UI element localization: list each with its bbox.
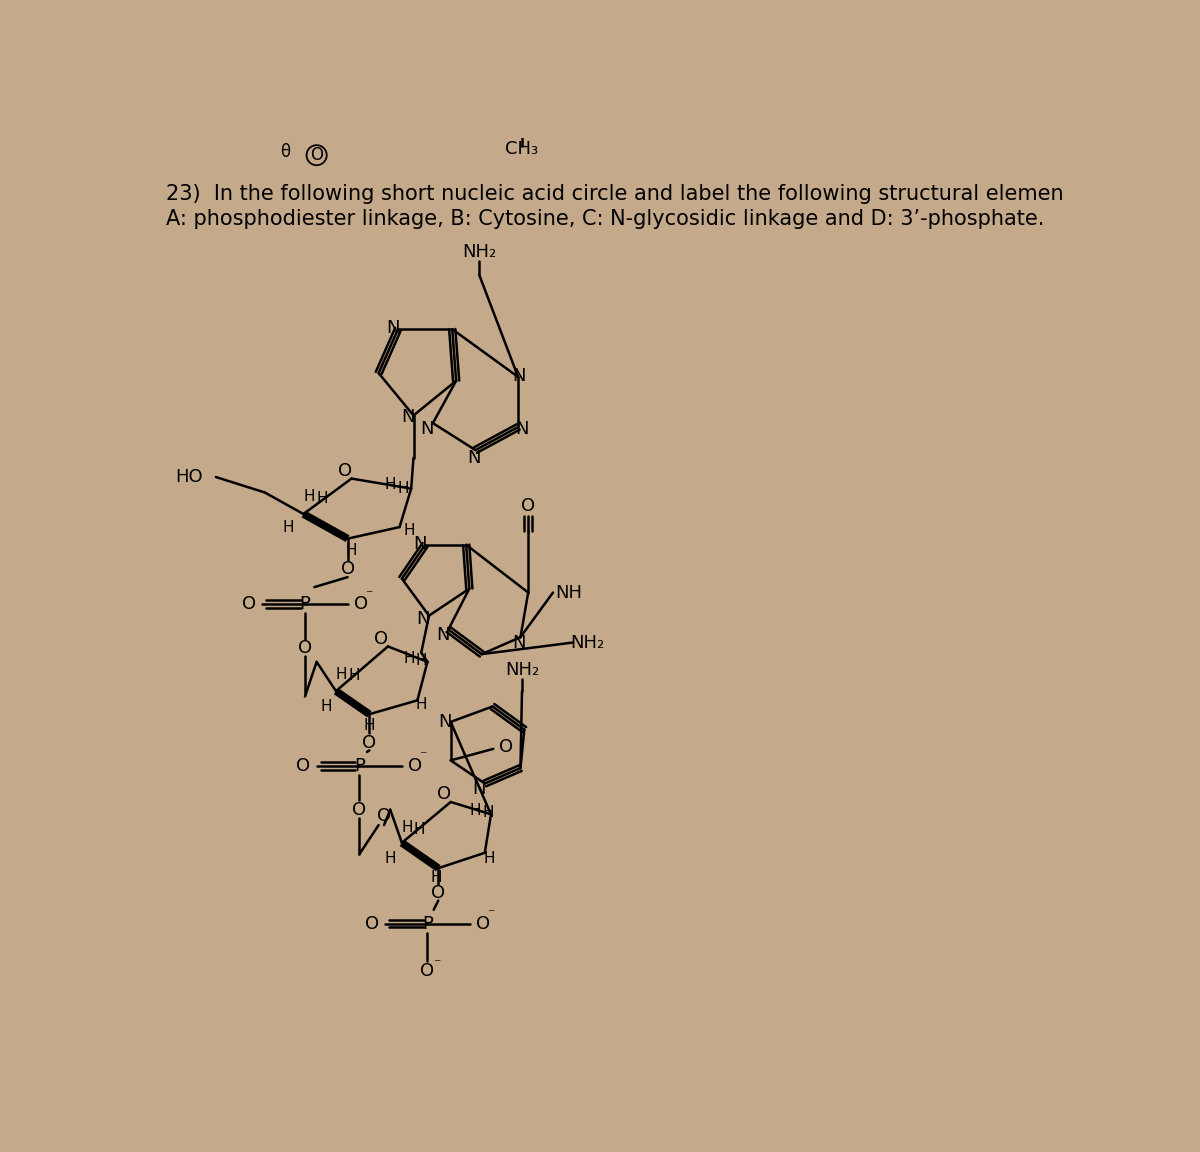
Text: H: H (346, 543, 358, 558)
Text: O: O (242, 596, 257, 613)
Text: O: O (374, 630, 388, 647)
Text: H: H (404, 523, 415, 538)
Text: N: N (401, 408, 415, 426)
Text: H: H (415, 697, 427, 712)
Text: O: O (476, 915, 491, 933)
Text: ⁻: ⁻ (433, 956, 440, 971)
Text: O: O (298, 639, 312, 657)
Text: H: H (384, 477, 396, 492)
Text: H: H (348, 668, 360, 683)
Text: N: N (421, 420, 434, 438)
Text: H: H (414, 823, 426, 838)
Text: H: H (384, 850, 396, 865)
Text: O: O (341, 560, 355, 578)
Text: O: O (431, 884, 445, 902)
Text: O: O (352, 801, 366, 819)
Text: P: P (300, 596, 311, 613)
Text: H: H (469, 803, 481, 818)
Text: NH₂: NH₂ (505, 660, 539, 679)
Text: N: N (515, 420, 529, 438)
Text: H: H (317, 491, 328, 506)
Text: O: O (499, 737, 514, 756)
Text: A: phosphodiester linkage, B: Cytosine, C: N-glycosidic linkage and D: 3’-phosph: A: phosphodiester linkage, B: Cytosine, … (166, 210, 1044, 229)
Text: O: O (438, 786, 451, 803)
Text: H: H (404, 651, 415, 666)
Text: O: O (362, 734, 377, 752)
Text: HO: HO (175, 468, 203, 486)
Text: N: N (416, 611, 430, 629)
Text: O: O (377, 806, 391, 825)
Text: NH₂: NH₂ (462, 243, 497, 262)
Text: H: H (304, 488, 314, 503)
Text: H: H (397, 482, 409, 497)
Text: H: H (282, 520, 294, 535)
Text: ⁻: ⁻ (365, 588, 372, 601)
Text: P: P (422, 915, 433, 933)
Text: N: N (512, 634, 526, 652)
Text: ⁻: ⁻ (487, 908, 494, 922)
Text: O: O (420, 962, 434, 980)
Text: N: N (473, 780, 486, 798)
Text: O: O (354, 596, 368, 613)
Text: H: H (336, 667, 347, 682)
Text: H: H (402, 820, 413, 835)
Text: NH: NH (554, 584, 582, 601)
Text: O: O (310, 146, 323, 165)
Text: H: H (484, 850, 496, 865)
Text: N: N (512, 367, 526, 385)
Text: H: H (415, 653, 427, 668)
Text: O: O (365, 915, 379, 933)
Text: N: N (437, 626, 450, 644)
Text: N: N (386, 319, 400, 338)
Text: CH₃: CH₃ (505, 141, 539, 158)
Text: O: O (338, 462, 353, 480)
Text: H: H (482, 805, 493, 820)
Text: N: N (467, 449, 481, 467)
Text: H: H (320, 699, 332, 714)
Text: H: H (431, 870, 443, 885)
Text: N: N (413, 535, 426, 553)
Text: 23)  In the following short nucleic acid circle and label the following structur: 23) In the following short nucleic acid … (166, 183, 1063, 204)
Text: O: O (408, 757, 422, 775)
Text: NH₂: NH₂ (571, 634, 605, 652)
Text: θ: θ (281, 143, 290, 161)
Text: ⁻: ⁻ (419, 750, 426, 764)
Text: N: N (438, 713, 451, 730)
Text: H: H (364, 718, 376, 734)
Text: P: P (354, 757, 365, 775)
Text: O: O (296, 757, 311, 775)
Text: O: O (521, 498, 535, 515)
